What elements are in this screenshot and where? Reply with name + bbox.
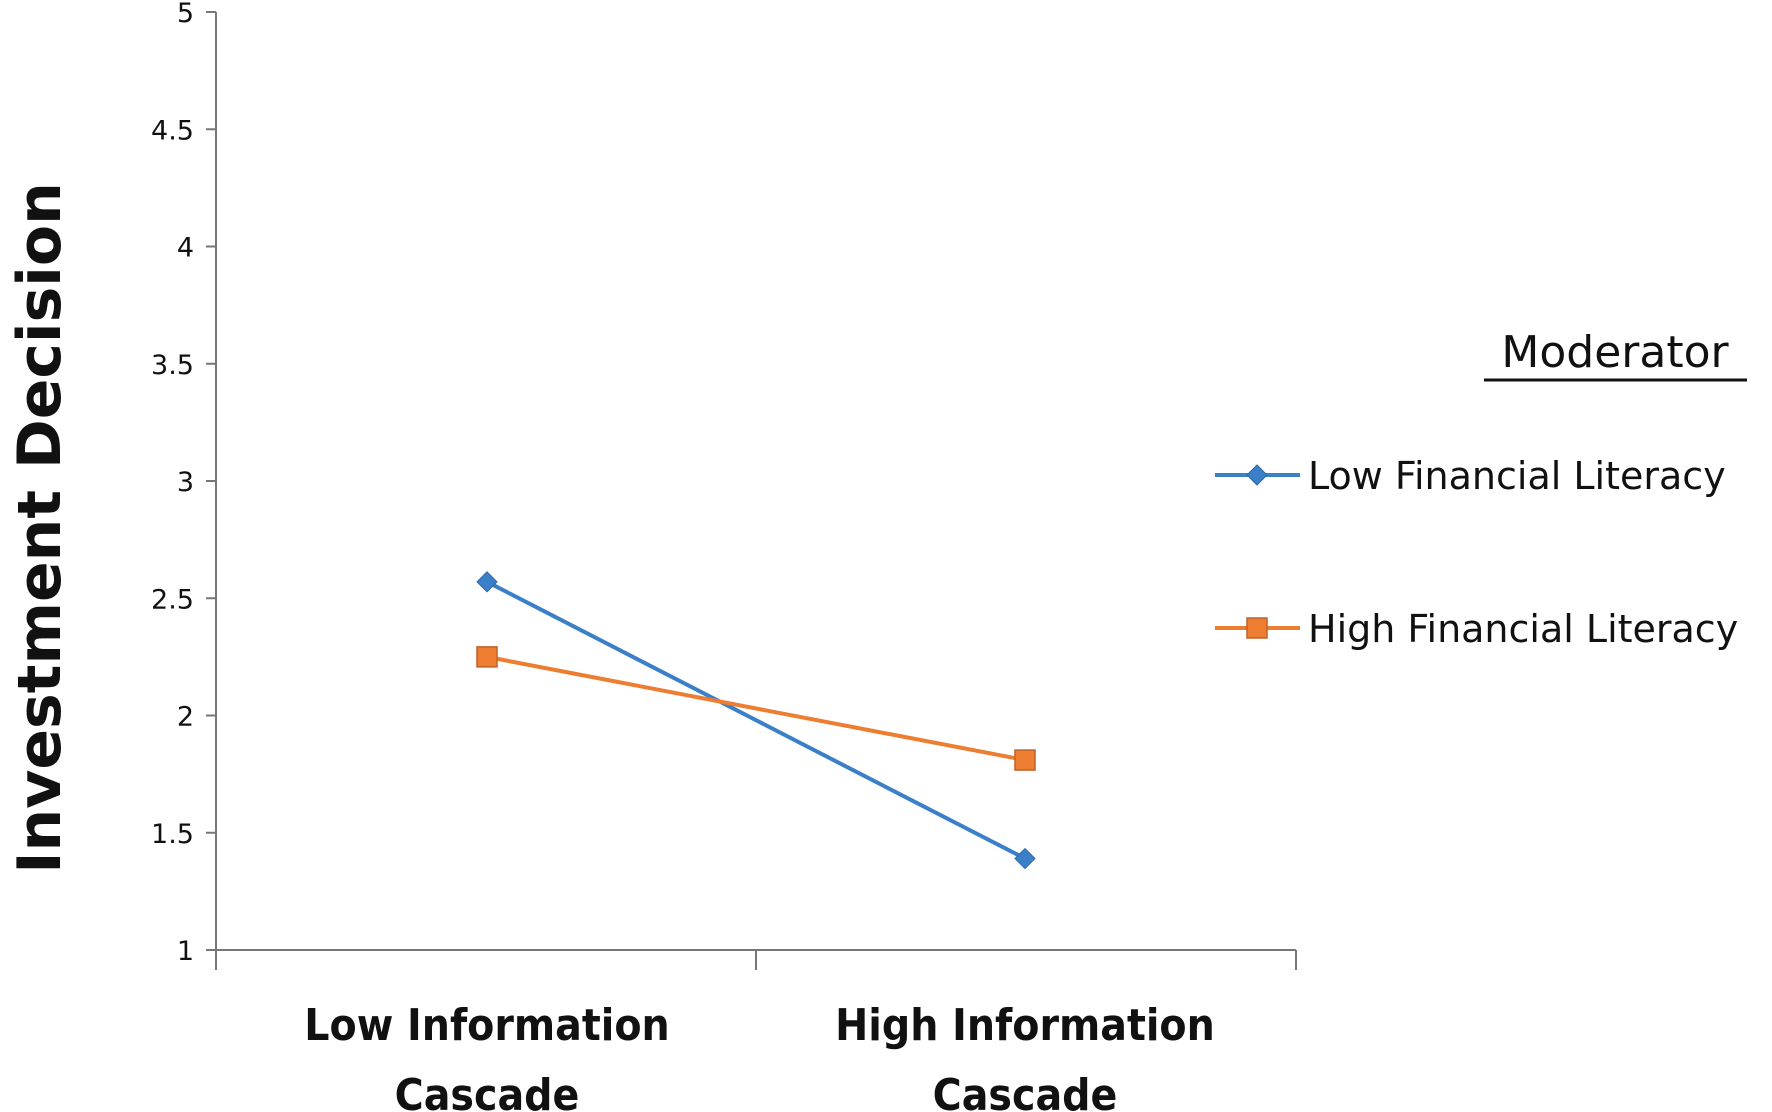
legend: Moderator Low Financial Literacy High Fin… [1215, 327, 1747, 651]
legend-item: Low Financial Literacy [1215, 454, 1726, 498]
square-marker-icon [1246, 617, 1268, 639]
x-category-label: Cascade [395, 1070, 580, 1112]
diamond-marker-icon [476, 571, 498, 593]
series-line [486, 654, 1026, 763]
y-tick-label: 1 [177, 936, 194, 967]
y-tick-label: 2 [177, 702, 194, 733]
x-category-label: Cascade [933, 1070, 1118, 1112]
y-axis-title: Investment Decision [5, 182, 75, 874]
legend-item: High Financial Literacy [1215, 607, 1738, 651]
y-tick-label: 3 [177, 467, 194, 498]
diamond-marker-icon [1014, 847, 1036, 870]
legend-label: High Financial Literacy [1308, 607, 1738, 651]
y-tick-label: 3.5 [151, 350, 194, 381]
legend-title: Moderator [1501, 327, 1729, 378]
square-marker-icon [1014, 749, 1036, 771]
series-low-financial-literacy [476, 571, 1036, 870]
y-tick-label: 4 [177, 233, 194, 264]
x-category-label: High Information [835, 1000, 1215, 1051]
y-tick-label: 5 [177, 0, 194, 29]
series-line [486, 580, 1026, 861]
plot-area [476, 571, 1036, 870]
y-tick-label: 1.5 [151, 819, 194, 850]
series-high-financial-literacy [476, 646, 1036, 771]
square-marker-icon [476, 646, 498, 668]
x-axis: Low Information Cascade High Information Ca… [215, 949, 1297, 1112]
y-tick-label: 4.5 [151, 115, 194, 146]
y-tick-label: 2.5 [151, 584, 194, 615]
diamond-marker-icon [1246, 464, 1268, 486]
legend-label: Low Financial Literacy [1308, 454, 1726, 498]
y-axis: 1 1.5 2 2.5 3 3.5 4 4.5 5 [151, 0, 217, 967]
x-category-label: Low Information [304, 1000, 669, 1051]
